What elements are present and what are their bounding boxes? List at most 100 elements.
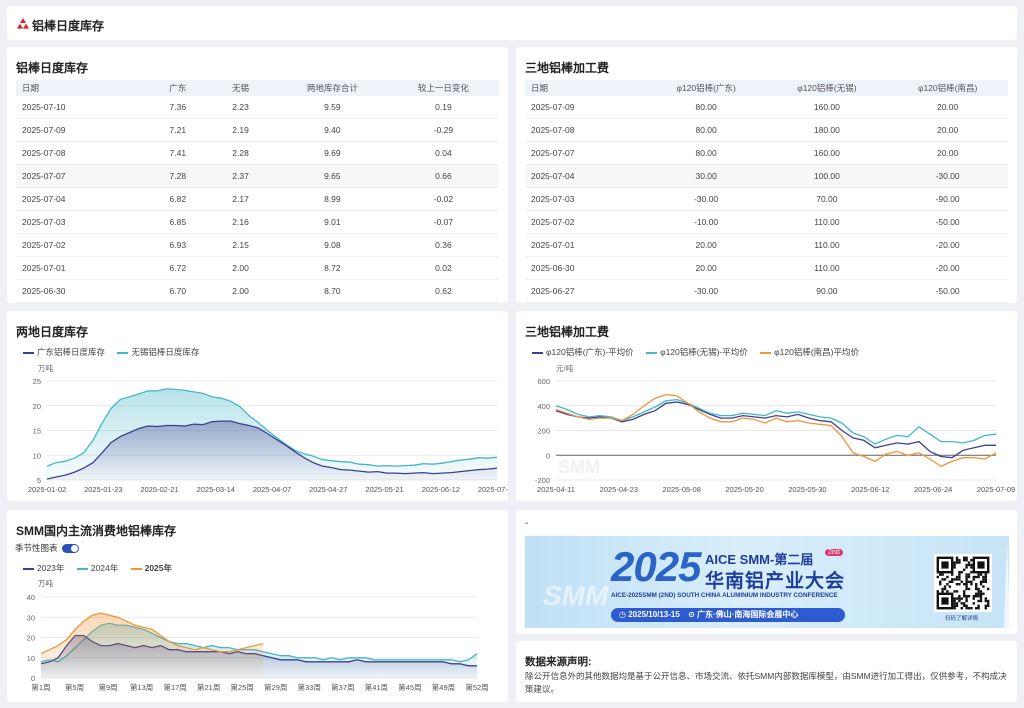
x-tick-label: 第21周: [197, 682, 220, 692]
y-tick-label: 600: [537, 377, 550, 386]
table-cell: 8.72: [276, 256, 388, 280]
table-row: 2025-07-02 -10.00 110.00 -50.00: [525, 210, 1008, 234]
chart1-legend: 广东铝棒日度库存 无锡铝棒日度库存: [23, 346, 209, 358]
table-cell: 8.99: [276, 187, 388, 211]
x-tick-label: 第25周: [231, 682, 254, 692]
series-line[interactable]: [555, 398, 997, 445]
legend-item-guangdong[interactable]: φ120铝棒(广东)-平均价: [532, 346, 634, 358]
x-tick-label: 第45周: [398, 682, 421, 692]
banner-line1: AICE SMM-第二届: [705, 552, 814, 567]
legend-item-guangdong[interactable]: 广东铝棒日度库存: [23, 346, 105, 358]
table-cell: 2025-07-02: [525, 210, 646, 234]
disclaimer-panel: 数据来源声明: 除公开信息外的其他数据均是基于公开信息、市场交流、依托SMM内部…: [516, 641, 1017, 702]
table-cell: 2025-07-03: [16, 210, 152, 234]
legend-item-2023[interactable]: 2023年: [23, 562, 64, 574]
series-line[interactable]: [555, 393, 997, 468]
legend-label: φ120铝棒(无锡)-平均价: [660, 347, 748, 357]
legend-label: 无锡铝棒日度库存: [131, 347, 200, 357]
x-tick-label: 2025-04-07: [253, 485, 291, 494]
table-cell: 6.72: [151, 256, 205, 280]
header-bar: 铝棒日度库存: [7, 6, 1017, 40]
page-title: 铝棒日度库存: [32, 19, 105, 33]
col-header-change: 较上一日变化: [417, 83, 469, 93]
x-tick-label: 第9周: [98, 682, 117, 692]
banner-year: 2025: [611, 543, 701, 590]
y-tick-label: 0: [546, 451, 550, 460]
table-cell: 2025-07-08: [525, 118, 646, 142]
table-cell: 70.00: [766, 187, 888, 211]
table-cell: -50.00: [887, 279, 1008, 303]
table-cell: -30.00: [645, 187, 767, 211]
legend-item-wuxi[interactable]: 无锡铝棒日度库存: [117, 346, 199, 358]
series-line[interactable]: [555, 401, 996, 459]
legend-label: 2023年: [37, 563, 65, 573]
table-cell: 2.37: [204, 164, 277, 188]
banner-watermark: SMM: [543, 580, 609, 611]
table-cell: 8.70: [276, 279, 388, 303]
table-cell: 100.00: [766, 164, 888, 188]
table-cell: 2025-07-09: [16, 118, 152, 142]
table-cell: 0.02: [387, 256, 499, 280]
table-cell: -30.00: [645, 279, 767, 303]
table-cell: -30.00: [887, 164, 1008, 188]
x-tick-label: 第29周: [264, 682, 287, 692]
table-cell: 2.00: [204, 279, 277, 303]
col-header-wuxi: φ120铝棒(无锡): [797, 83, 857, 93]
y-unit-label: 万吨: [38, 578, 53, 588]
table-cell: 7.21: [151, 118, 205, 142]
x-tick-label: 2025-04-27: [309, 485, 347, 494]
seasonal-toggle[interactable]: 季节性图表: [15, 542, 79, 554]
legend-item-wuxi[interactable]: φ120铝棒(无锡)-平均价: [646, 346, 748, 358]
conference-banner[interactable]: SMM 2025 AICE SMM-第二届 2nd 华南铝产业大会 AICE-2…: [525, 536, 1009, 628]
chart3-title: SMM国内主流消费地铝棒库存: [16, 524, 176, 538]
table-row: 2025-07-09 80.00 160.00 20.00: [525, 96, 1008, 119]
legend-label: 2025年: [144, 563, 173, 573]
table-row: 2025-07-08 80.00 180.00 20.00: [525, 118, 1008, 142]
table-cell: 180.00: [766, 118, 888, 142]
y-tick-label: 25: [33, 377, 41, 386]
table-cell: 0.36: [387, 233, 499, 257]
table-cell: 2.15: [204, 233, 277, 257]
x-tick-label: 2025-05-30: [788, 485, 826, 494]
table-row: 2025-07-03 6.85 2.16 9.01 -0.07: [16, 210, 499, 234]
table-cell: 0.62: [387, 279, 499, 303]
series-line[interactable]: [46, 388, 498, 467]
table-cell: 160.00: [766, 141, 888, 165]
table-row: 2025-07-02 6.93 2.15 9.08 0.36: [16, 233, 499, 257]
legend-item-nanchang[interactable]: φ120铝棒(南昌)平均价: [760, 346, 859, 358]
legend-item-2025[interactable]: 2025年: [130, 562, 173, 574]
table-cell: -0.07: [387, 210, 499, 234]
y-unit-label: 万吨: [38, 363, 53, 373]
x-tick-label: 2025-06-24: [914, 485, 952, 494]
table-cell: 110.00: [766, 210, 888, 234]
table-cell: 7.36: [151, 96, 205, 119]
table-cell: 2025-07-10: [16, 96, 152, 119]
table-cell: 30.00: [645, 164, 767, 188]
table-cell: 2025-06-27: [525, 279, 646, 303]
qr-code-icon: [934, 554, 992, 612]
x-tick-label: 第13周: [130, 682, 153, 692]
series-line[interactable]: [46, 420, 498, 480]
table-cell: 7.28: [151, 164, 205, 188]
table-row: 2025-06-27 -30.00 90.00 -50.00: [525, 279, 1008, 303]
table-row: 2025-07-04 30.00 100.00 -30.00: [525, 164, 1008, 188]
table-cell: 2.00: [204, 256, 277, 280]
y-tick-label: 10: [27, 654, 35, 663]
toggle-switch[interactable]: [61, 544, 79, 554]
table-cell: 2025-07-09: [525, 96, 646, 119]
table-header-row: 日期 广东 无锡 两地库存合计 较上一日变化: [16, 80, 499, 96]
legend-item-2024[interactable]: 2024年: [76, 562, 118, 574]
table-cell: 6.93: [151, 233, 205, 257]
table-row: 2025-06-30 6.70 2.00 8.70 0.62: [16, 279, 499, 303]
processing-fee-table: 日期 φ120铝棒(广东) φ120铝棒(无锡) φ120铝棒(南昌) 2025…: [525, 80, 1008, 303]
series-line[interactable]: [40, 612, 264, 655]
table-cell: 2025-07-04: [525, 164, 646, 188]
banner-line2: 华南铝产业大会: [705, 571, 846, 592]
chart2-panel: 三地铝棒加工费 φ120铝棒(广东)-平均价 φ120铝棒(无锡)-平均价 φ1…: [516, 311, 1017, 501]
table-cell: 110.00: [766, 233, 888, 257]
table-cell: -20.00: [887, 233, 1008, 257]
table1-panel: 铝棒日度库存 日期 广东 无锡 两地库存合计 较上一日变化 2025-07-10…: [7, 47, 508, 303]
x-tick-label: 2025-01-02: [28, 485, 66, 494]
table-cell: 9.65: [276, 164, 388, 188]
